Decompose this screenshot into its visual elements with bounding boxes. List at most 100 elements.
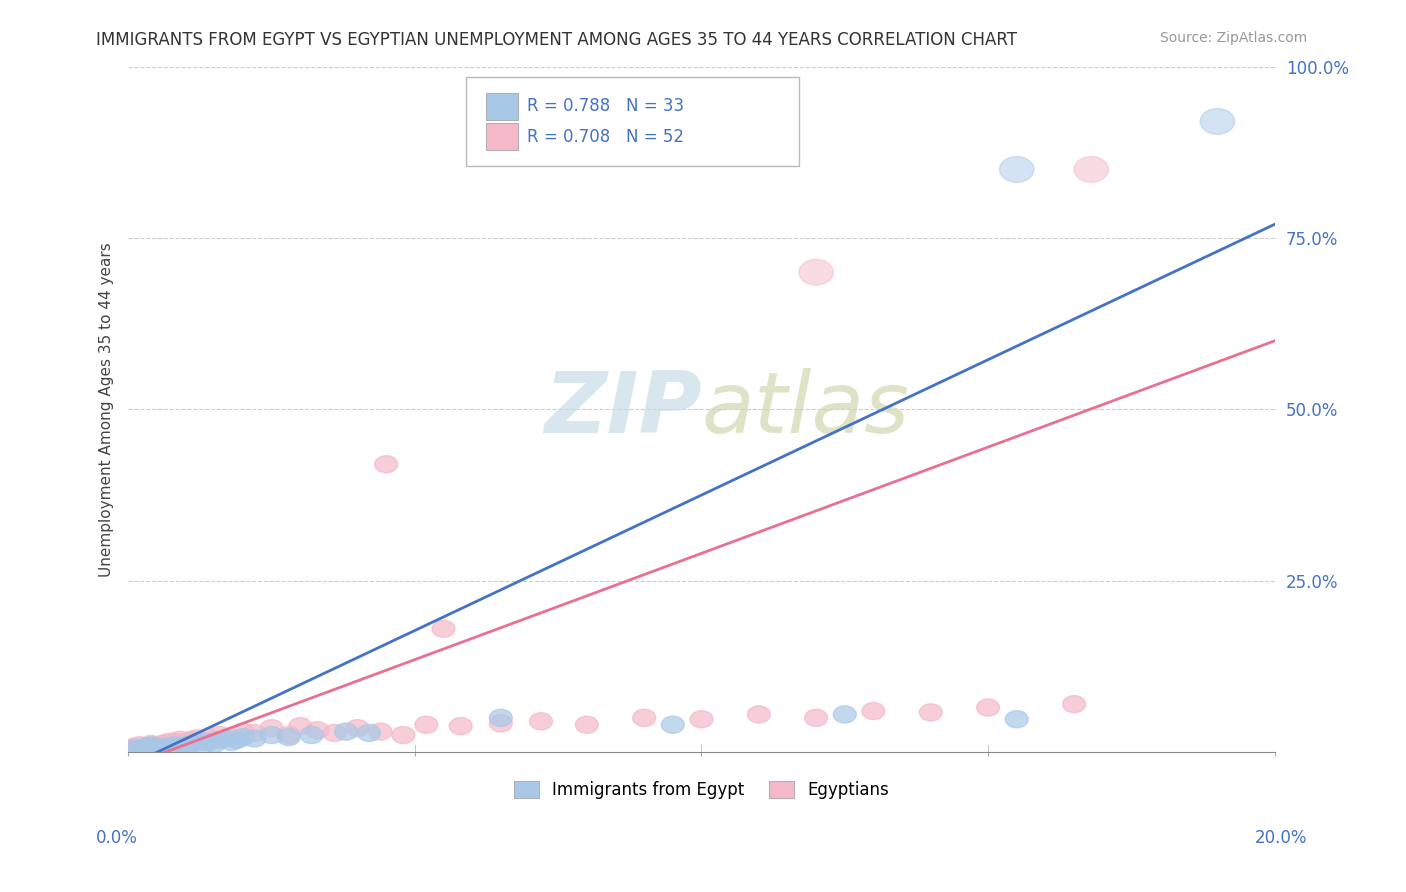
Ellipse shape (191, 733, 214, 750)
Ellipse shape (575, 716, 599, 733)
Ellipse shape (368, 723, 392, 740)
Ellipse shape (277, 726, 301, 744)
Ellipse shape (122, 740, 145, 757)
Ellipse shape (277, 729, 301, 746)
Ellipse shape (323, 724, 346, 741)
Text: atlas: atlas (702, 368, 910, 450)
Ellipse shape (489, 709, 512, 726)
Ellipse shape (415, 716, 437, 733)
Ellipse shape (180, 731, 202, 748)
Ellipse shape (122, 738, 145, 756)
Ellipse shape (163, 733, 186, 750)
Ellipse shape (748, 706, 770, 723)
Ellipse shape (145, 740, 169, 757)
Ellipse shape (157, 738, 180, 756)
Y-axis label: Unemployment Among Ages 35 to 44 years: Unemployment Among Ages 35 to 44 years (100, 242, 114, 577)
Text: R = 0.788   N = 33: R = 0.788 N = 33 (527, 97, 685, 115)
Ellipse shape (157, 737, 180, 754)
Ellipse shape (977, 699, 1000, 716)
Ellipse shape (1201, 109, 1234, 135)
Ellipse shape (152, 738, 174, 756)
Ellipse shape (163, 737, 186, 754)
Ellipse shape (202, 731, 226, 748)
Ellipse shape (530, 713, 553, 730)
Text: Source: ZipAtlas.com: Source: ZipAtlas.com (1160, 31, 1308, 45)
FancyBboxPatch shape (486, 123, 517, 150)
Ellipse shape (450, 717, 472, 735)
Ellipse shape (186, 730, 208, 747)
Ellipse shape (134, 738, 157, 756)
Ellipse shape (145, 738, 169, 756)
Ellipse shape (243, 724, 266, 741)
Ellipse shape (489, 714, 512, 732)
Ellipse shape (128, 740, 152, 757)
Ellipse shape (346, 720, 368, 737)
Text: IMMIGRANTS FROM EGYPT VS EGYPTIAN UNEMPLOYMENT AMONG AGES 35 TO 44 YEARS CORRELA: IMMIGRANTS FROM EGYPT VS EGYPTIAN UNEMPL… (96, 31, 1017, 49)
Ellipse shape (134, 740, 157, 757)
Legend: Immigrants from Egypt, Egyptians: Immigrants from Egypt, Egyptians (508, 774, 896, 805)
Ellipse shape (197, 729, 219, 746)
Text: 20.0%: 20.0% (1256, 829, 1308, 847)
Ellipse shape (243, 730, 266, 747)
Ellipse shape (392, 726, 415, 744)
Ellipse shape (357, 724, 381, 741)
Ellipse shape (139, 740, 163, 757)
Ellipse shape (180, 735, 202, 753)
Ellipse shape (690, 711, 713, 728)
Ellipse shape (1074, 157, 1108, 182)
Ellipse shape (202, 735, 226, 753)
Ellipse shape (1005, 711, 1028, 728)
FancyBboxPatch shape (486, 93, 517, 120)
Ellipse shape (920, 704, 942, 721)
Ellipse shape (208, 731, 232, 748)
Ellipse shape (301, 726, 323, 744)
Ellipse shape (163, 738, 186, 756)
Ellipse shape (307, 722, 329, 739)
Ellipse shape (219, 733, 243, 750)
Ellipse shape (432, 620, 456, 637)
Ellipse shape (145, 740, 169, 757)
Ellipse shape (134, 738, 157, 756)
Text: R = 0.708   N = 52: R = 0.708 N = 52 (527, 128, 685, 145)
Ellipse shape (633, 709, 655, 726)
Ellipse shape (169, 731, 191, 748)
Ellipse shape (799, 260, 834, 285)
Ellipse shape (139, 735, 163, 753)
Ellipse shape (139, 738, 163, 756)
Ellipse shape (174, 733, 197, 750)
Ellipse shape (260, 720, 283, 737)
Ellipse shape (128, 737, 152, 754)
Ellipse shape (191, 737, 214, 754)
Text: 0.0%: 0.0% (96, 829, 138, 847)
Ellipse shape (152, 740, 174, 757)
Ellipse shape (226, 731, 249, 748)
Ellipse shape (128, 740, 152, 757)
Ellipse shape (232, 729, 254, 746)
Ellipse shape (122, 740, 145, 757)
Ellipse shape (169, 738, 191, 756)
Ellipse shape (174, 737, 197, 754)
Text: ZIP: ZIP (544, 368, 702, 450)
Ellipse shape (152, 735, 174, 753)
Ellipse shape (862, 703, 884, 720)
Ellipse shape (145, 737, 169, 754)
Ellipse shape (186, 733, 208, 750)
Ellipse shape (1063, 696, 1085, 713)
Ellipse shape (214, 730, 238, 747)
Ellipse shape (174, 737, 197, 754)
Ellipse shape (134, 740, 157, 757)
Ellipse shape (208, 726, 232, 744)
Ellipse shape (139, 737, 163, 754)
Ellipse shape (375, 456, 398, 473)
Ellipse shape (288, 717, 312, 735)
Ellipse shape (219, 729, 243, 746)
Ellipse shape (232, 723, 254, 740)
Ellipse shape (335, 723, 357, 740)
Ellipse shape (197, 733, 219, 750)
Ellipse shape (169, 735, 191, 753)
Ellipse shape (804, 709, 828, 726)
FancyBboxPatch shape (467, 77, 799, 166)
Ellipse shape (834, 706, 856, 723)
Ellipse shape (260, 726, 283, 744)
Ellipse shape (661, 716, 685, 733)
